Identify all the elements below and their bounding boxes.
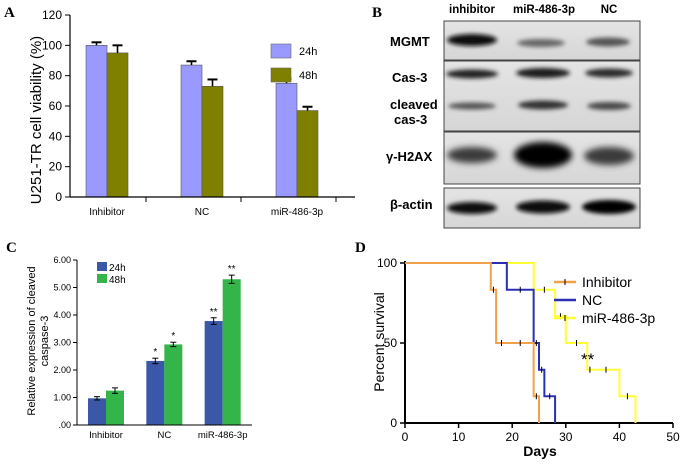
panel-d-chart: Percent survival Days 0 10 20 30 40 50050100 …: [371, 256, 680, 459]
panel-a-bar-24h: [85, 45, 108, 198]
panel-c-ytick-label: 4.00: [53, 310, 71, 320]
panel-c-significance: **: [210, 307, 218, 318]
panel-a-legend: 24h 48h: [270, 43, 317, 83]
panel-a-ytick-label: 60: [49, 99, 63, 113]
panel-c-bar-24h: [204, 321, 223, 425]
legend-swatch-24h: [270, 43, 292, 59]
panel-a-xtick-label: miR-486-3p: [271, 207, 324, 218]
panel-d-ytick-label: 100: [377, 256, 397, 270]
panel-a-xtick-label: Inhibitor: [89, 207, 125, 218]
panel-c-ylabel-line1: Relative expression of cleaved: [26, 266, 38, 415]
panel-c-significance: *: [153, 347, 157, 358]
panel-letter-c: C: [6, 240, 17, 256]
panel-c-xtick-label: NC: [157, 430, 171, 441]
panel-a-ytick-label: 120: [42, 8, 62, 22]
panel-c-ytick-label: 2.00: [53, 365, 71, 375]
blot-row-cleaved: cleaved: [390, 97, 438, 112]
blot-row-cleaved-cas3: cas-3: [394, 112, 427, 127]
blot-strip-beta-actin: [443, 187, 641, 229]
panel-letter-a: A: [4, 5, 15, 21]
legend-swatch-48h: [270, 67, 292, 83]
panel-a-ytick-label: 80: [49, 69, 63, 83]
panel-letter-d: D: [355, 240, 366, 256]
panel-c-bar-48h: [222, 279, 241, 425]
panel-d-ytick-label: 50: [384, 336, 398, 350]
panel-c-significance: *: [171, 331, 175, 342]
panel-c-xtick-label: Inhibitor: [89, 430, 123, 441]
panel-d-xlabel: Days: [523, 443, 557, 459]
panel-c-legend: 24h 48h: [97, 262, 126, 286]
panel-d-curve-NC: [405, 262, 557, 423]
panel-a-bar-48h: [106, 52, 129, 198]
panel-c-chart: Relative expression of cleaved caspase-3…: [26, 255, 252, 441]
blot-col-nc: NC: [601, 4, 618, 16]
panel-d-legend: Inhibitor NC miR-486-3p: [554, 274, 655, 326]
blot-col-mir-486-3p: miR-486-3p: [513, 4, 575, 16]
panel-c-ytick-label: 1.00: [53, 393, 71, 403]
panel-c-ytick-label: 5.00: [53, 283, 71, 293]
legend-label-24h: 24h: [109, 263, 126, 274]
panel-c-xtick-label: miR-486-3p: [198, 430, 248, 441]
legend-label-mir: miR-486-3p: [582, 310, 655, 326]
blot-row-mgmt: MGMT: [390, 34, 430, 49]
panel-c-bar-24h: [146, 360, 165, 425]
panel-a-chart: U251-TR cell viability (%) 0 20 40 60 80 100 1…: [28, 8, 355, 218]
panel-c-ytick-label: 3.00: [53, 338, 71, 348]
panel-c-ytick-label: .00: [58, 420, 71, 430]
panel-a-ytick-label: 20: [49, 160, 63, 174]
legend-label-48h: 48h: [299, 70, 317, 82]
panel-d-xtick-label: 50: [666, 430, 680, 444]
blot-strip-gamma-h2ax: [443, 131, 641, 185]
panel-c-ylabel-line2: caspase-3: [39, 316, 51, 367]
panel-d-xtick-label: 10: [452, 430, 466, 444]
panel-d-xtick-label: 0: [402, 430, 409, 444]
legend-swatch-24h: [97, 262, 107, 271]
panel-c-bar-24h: [88, 398, 106, 425]
blot-row-cas3: Cas-3: [392, 70, 427, 85]
blot-col-inhibitor: inhibitor: [449, 4, 496, 16]
blot-row-gamma-h2ax: γ-H2AX: [386, 149, 433, 164]
panel-b-western-blot: inhibitor miR-486-3p NC MGMT Cas-3 cleav…: [386, 4, 641, 229]
panel-d-xtick-label: 40: [613, 430, 627, 444]
panel-d-xtick-label: 20: [506, 430, 520, 444]
panel-a-ytick-label: 0: [55, 190, 62, 204]
panel-a-ytick-label: 100: [42, 38, 62, 52]
panel-a-bar-48h: [296, 110, 319, 198]
panel-a-ytick-label: 40: [49, 129, 63, 143]
panel-a-ylabel: U251-TR cell viability (%): [28, 36, 45, 204]
legend-label-inhibitor: Inhibitor: [582, 274, 632, 290]
legend-swatch-48h: [97, 274, 107, 283]
panel-a-xtick-label: NC: [195, 207, 209, 218]
panel-a-bar-24h: [180, 64, 203, 198]
blot-strip-mgmt: [443, 20, 641, 61]
legend-label-24h: 24h: [299, 46, 317, 58]
legend-label-48h: 48h: [109, 275, 126, 286]
panel-c-bar-48h: [106, 390, 124, 425]
legend-label-nc: NC: [582, 292, 602, 308]
panel-c-significance: **: [228, 264, 236, 275]
panel-d-ylabel: Percent survival: [371, 292, 387, 392]
panel-c-ytick-label: 6.00: [53, 255, 71, 265]
panel-letter-b: B: [372, 5, 382, 21]
blot-row-beta-actin: β-actin: [390, 197, 433, 212]
panel-d-xtick-label: 30: [559, 430, 573, 444]
panel-a-bar-24h: [275, 82, 298, 198]
panel-a-bar-48h: [201, 85, 224, 198]
panel-d-annotation: **: [581, 350, 595, 369]
blot-strip-cas3: [443, 60, 641, 132]
panel-c-bar-48h: [164, 344, 183, 425]
panel-d-curve-Inhibitor: [405, 262, 540, 423]
panel-d-ytick-label: 0: [390, 416, 397, 430]
